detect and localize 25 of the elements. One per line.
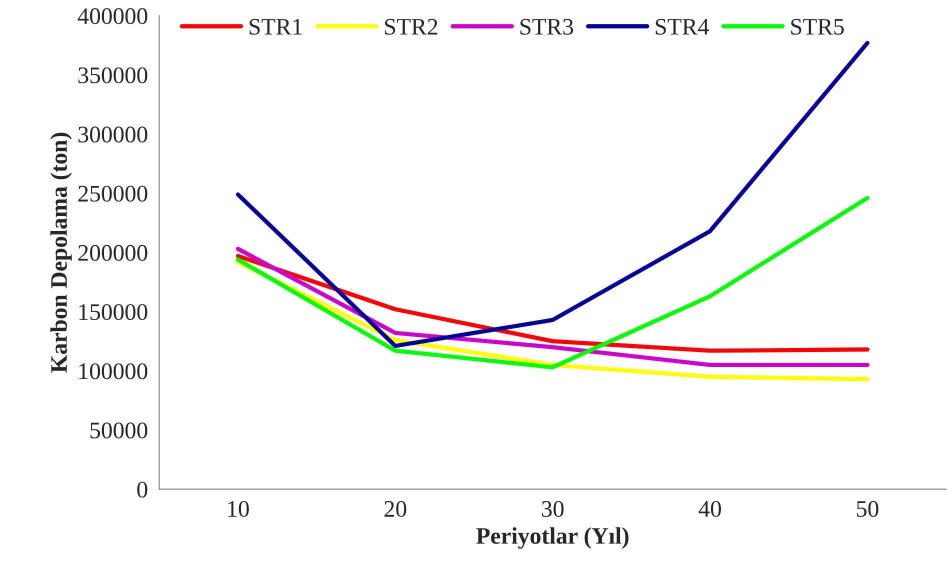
y-tick-label: 300000 bbox=[78, 126, 148, 142]
y-tick-label: 350000 bbox=[78, 67, 148, 84]
x-tick-label: 10 bbox=[228, 500, 249, 517]
x-tick-label: 30 bbox=[542, 500, 564, 517]
x-tick-label: 20 bbox=[384, 500, 406, 517]
legend-label: STR3 bbox=[520, 18, 574, 35]
y-tick-label: 150000 bbox=[79, 304, 148, 320]
line-series bbox=[236, 40, 870, 348]
y-tick-label: 50000 bbox=[90, 422, 148, 438]
line-series bbox=[236, 196, 870, 370]
y-tick-label: 400000 bbox=[78, 8, 148, 24]
legend-label: STR1 bbox=[250, 18, 302, 35]
legend-label: STR5 bbox=[791, 18, 844, 35]
y-tick-label: 0 bbox=[137, 482, 148, 498]
legend-label: STR2 bbox=[385, 18, 438, 35]
y-tick-label: 250000 bbox=[78, 186, 148, 202]
y-axis-title: Karbon Depolama (ton) bbox=[50, 132, 72, 373]
line-series bbox=[236, 254, 870, 353]
line-series bbox=[236, 246, 870, 367]
y-tick-label: 100000 bbox=[79, 363, 148, 380]
x-tick-label: 50 bbox=[856, 500, 878, 517]
y-tick-label: 200000 bbox=[78, 244, 148, 261]
legend-label: STR4 bbox=[656, 18, 709, 35]
x-tick-label: 40 bbox=[698, 500, 721, 517]
x-axis-title: Periyotlar (Yıl) bbox=[476, 527, 628, 549]
